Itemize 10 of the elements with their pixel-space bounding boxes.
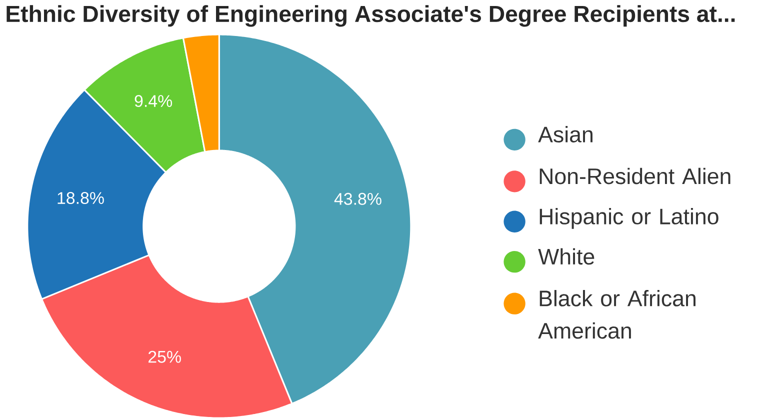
- legend-label: Hispanic or Latino: [540, 208, 718, 229]
- legend-label: Asian: [538, 126, 592, 143]
- data-label: 25%: [148, 350, 181, 363]
- legend-label: White: [538, 248, 594, 265]
- data-label: 18.8%: [58, 192, 104, 204]
- legend-label: Black or African American: [538, 290, 696, 339]
- data-label: 43.8%: [334, 192, 382, 205]
- data-label: 9.4%: [134, 95, 172, 108]
- chart-title: Ethnic Diversity of Engineering Associate's Degree Recipients at...: [6, 5, 735, 27]
- legend-label: Non-Resident Alien: [540, 168, 730, 184]
